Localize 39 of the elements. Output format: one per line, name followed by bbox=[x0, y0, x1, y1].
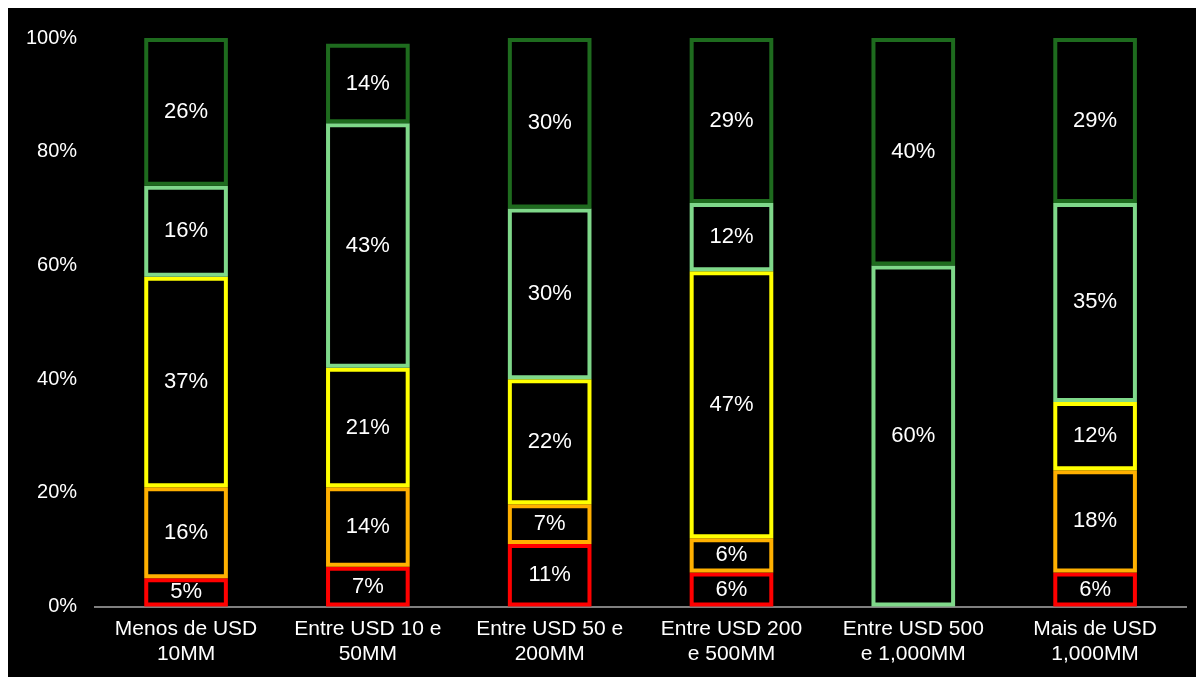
y-tick-label: 60% bbox=[37, 252, 78, 275]
data-label: 12% bbox=[1073, 422, 1118, 448]
data-label: 37% bbox=[164, 368, 209, 394]
data-label: 16% bbox=[164, 217, 209, 243]
data-label: 14% bbox=[345, 69, 390, 95]
y-tick-label: 0% bbox=[48, 594, 78, 617]
x-tick-label: Entre USD 500 e 1,000MM bbox=[842, 616, 984, 665]
data-label: 7% bbox=[533, 510, 566, 536]
data-label: 21% bbox=[345, 413, 390, 439]
y-tick-label: 40% bbox=[37, 366, 78, 389]
data-label: 60% bbox=[891, 422, 936, 448]
data-label: 30% bbox=[527, 279, 572, 305]
data-label: 7% bbox=[351, 572, 384, 598]
data-label: 11% bbox=[528, 561, 571, 587]
x-tick-label: Entre USD 200 e 500MM bbox=[660, 616, 803, 665]
y-tick-label: 100% bbox=[26, 25, 78, 48]
x-tick-label: Entre USD 50 e 200MM bbox=[476, 616, 624, 665]
data-label: 14% bbox=[345, 513, 390, 539]
x-tick-label: Entre USD 10 e 50MM bbox=[294, 616, 442, 665]
y-tick-label: 20% bbox=[37, 480, 78, 503]
data-label: 26% bbox=[164, 97, 209, 123]
data-label: 12% bbox=[709, 223, 754, 249]
data-label: 6% bbox=[715, 541, 748, 567]
data-label: 40% bbox=[891, 137, 936, 163]
data-label: 5% bbox=[170, 578, 202, 604]
data-label: 29% bbox=[709, 106, 754, 132]
data-label: 35% bbox=[1073, 288, 1118, 314]
x-tick-label: Mais de USD 1,000MM bbox=[1033, 616, 1157, 665]
y-tick-label: 80% bbox=[37, 139, 78, 162]
x-tick-label: Menos de USD 10MM bbox=[114, 616, 258, 665]
data-label: 43% bbox=[345, 231, 390, 257]
data-label: 22% bbox=[527, 427, 572, 453]
data-label: 47% bbox=[709, 390, 754, 416]
data-label: 29% bbox=[1073, 106, 1118, 132]
data-label: 6% bbox=[1079, 575, 1111, 601]
data-label: 30% bbox=[527, 109, 572, 135]
data-label: 16% bbox=[164, 518, 209, 544]
data-label: 18% bbox=[1073, 507, 1118, 533]
data-label: 6% bbox=[715, 575, 748, 601]
